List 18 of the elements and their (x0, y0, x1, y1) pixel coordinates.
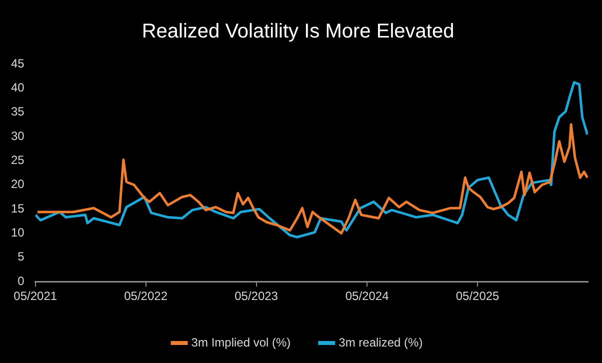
y-tick-label: 40 (10, 80, 25, 94)
x-tick-label: 05/2025 (456, 289, 500, 304)
x-tick-label: 05/2023 (234, 289, 278, 304)
y-tick-label: 0 (18, 274, 25, 288)
y-tick-label: 45 (10, 56, 25, 70)
y-tick-label: 5 (18, 250, 25, 264)
y-tick-label: 15 (10, 201, 25, 216)
x-tick-label: 05/2022 (124, 289, 168, 304)
y-tick-label: 30 (10, 128, 25, 143)
x-tick-label: 05/2021 (14, 289, 58, 304)
y-tick-label: 35 (10, 104, 25, 119)
x-tick-label: 05/2024 (345, 289, 390, 304)
y-tick-label: 10 (10, 226, 25, 240)
y-tick-label: 20 (10, 177, 25, 192)
y-tick-label: 25 (10, 153, 25, 168)
chart-title: Realized Volatility Is More Elevated (142, 20, 454, 43)
legend-label: 3m Implied vol (%) (191, 335, 291, 350)
legend-label: 3m realized (%) (338, 335, 423, 350)
